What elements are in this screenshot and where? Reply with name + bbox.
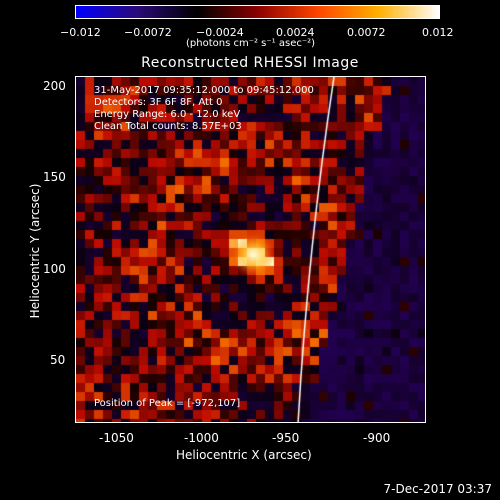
x-tick-label: -950 xyxy=(272,431,300,445)
y-tick-label: 100 xyxy=(43,262,66,276)
x-tick-label: -900 xyxy=(363,431,391,445)
info-detectors: Detectors: 3F 6F 8F, Att 0 xyxy=(94,97,223,108)
plot-title: Reconstructed RHESSI Image xyxy=(141,55,359,71)
peak-position-label: Position of Peak = [-972,107] xyxy=(94,398,241,409)
colorbar-units: (photons cm⁻² s⁻¹ asec⁻²) xyxy=(186,38,316,49)
colorbar-tick-label: −0.0024 xyxy=(196,26,244,39)
colorbar-tick-label: 0.0072 xyxy=(347,26,386,39)
colorbar-tick-label: −0.012 xyxy=(60,26,101,39)
y-tick-label: 50 xyxy=(50,353,66,367)
colorbar-tick-label: 0.012 xyxy=(422,26,454,39)
x-tick-label: -1000 xyxy=(184,431,219,445)
y-tick-label: 200 xyxy=(43,79,66,93)
timestamp: 7-Dec-2017 03:37 xyxy=(383,482,492,496)
rhessi-image-plot: 31-May-2017 09:35:12.000 to 09:45:12.000… xyxy=(75,76,426,423)
colorbar xyxy=(75,5,440,19)
y-axis-title: Heliocentric Y (arcsec) xyxy=(28,183,42,319)
info-time-range: 31-May-2017 09:35:12.000 to 09:45:12.000 xyxy=(94,85,314,96)
info-energy-range: Energy Range: 6.0 - 12.0 keV xyxy=(94,109,241,120)
colorbar-tick-label: 0.0024 xyxy=(276,26,315,39)
x-tick-label: -1050 xyxy=(99,431,134,445)
colorbar-tick-label: −0.0072 xyxy=(124,26,172,39)
rhessi-image xyxy=(76,77,425,422)
info-total-counts: Clean Total counts: 8.57E+03 xyxy=(94,121,242,132)
y-tick-label: 150 xyxy=(43,170,66,184)
x-axis-title: Heliocentric X (arcsec) xyxy=(176,448,312,462)
